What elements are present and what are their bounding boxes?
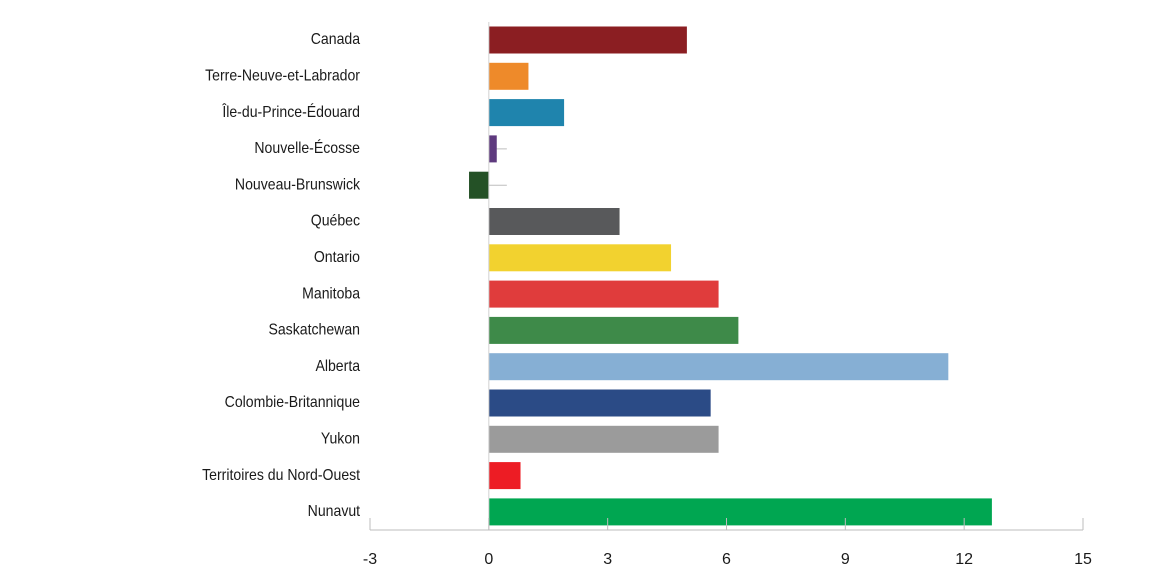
category-label: Yukon <box>321 430 360 448</box>
bar <box>488 389 711 417</box>
bar <box>488 498 992 526</box>
bar <box>469 171 489 199</box>
category-label: Île-du-Prince-Édouard <box>221 103 360 121</box>
bar <box>488 462 521 490</box>
x-tick-label: 6 <box>722 551 731 568</box>
x-tick-label: 12 <box>955 551 973 568</box>
x-axis: -3 0 3 6 9 12 15 <box>363 22 1092 568</box>
bars-group <box>469 26 992 526</box>
category-label: Colombie-Britannique <box>225 393 360 411</box>
category-label: Nunavut <box>308 502 361 520</box>
category-label: Alberta <box>315 357 360 375</box>
bar <box>488 316 739 344</box>
category-label: Nouvelle-Écosse <box>254 139 360 157</box>
category-label: Nouveau-Brunswick <box>235 176 361 194</box>
bar <box>488 208 620 235</box>
category-label: Territoires du Nord-Ouest <box>202 466 361 484</box>
x-tick-label: 15 <box>1074 551 1092 568</box>
bar <box>488 244 672 272</box>
bar <box>488 62 529 90</box>
category-label: Manitoba <box>302 285 360 303</box>
x-tick-label: -3 <box>363 551 377 568</box>
x-tick-label: 0 <box>484 551 493 568</box>
bar <box>488 353 949 381</box>
bar <box>488 135 497 163</box>
bar <box>488 425 719 453</box>
bar <box>488 280 719 308</box>
category-label: Saskatchewan <box>268 321 360 339</box>
x-tick-label: 3 <box>603 551 612 568</box>
category-label: Ontario <box>314 248 360 266</box>
category-label: Terre-Neuve-et-Labrador <box>205 67 360 85</box>
bar <box>488 26 687 54</box>
x-tick-label: 9 <box>841 551 850 568</box>
category-label: Québec <box>311 212 361 230</box>
bar <box>488 99 565 127</box>
category-labels: Canada Terre-Neuve-et-Labrador Île-du-Prin… <box>202 30 361 520</box>
category-label: Canada <box>311 30 361 48</box>
